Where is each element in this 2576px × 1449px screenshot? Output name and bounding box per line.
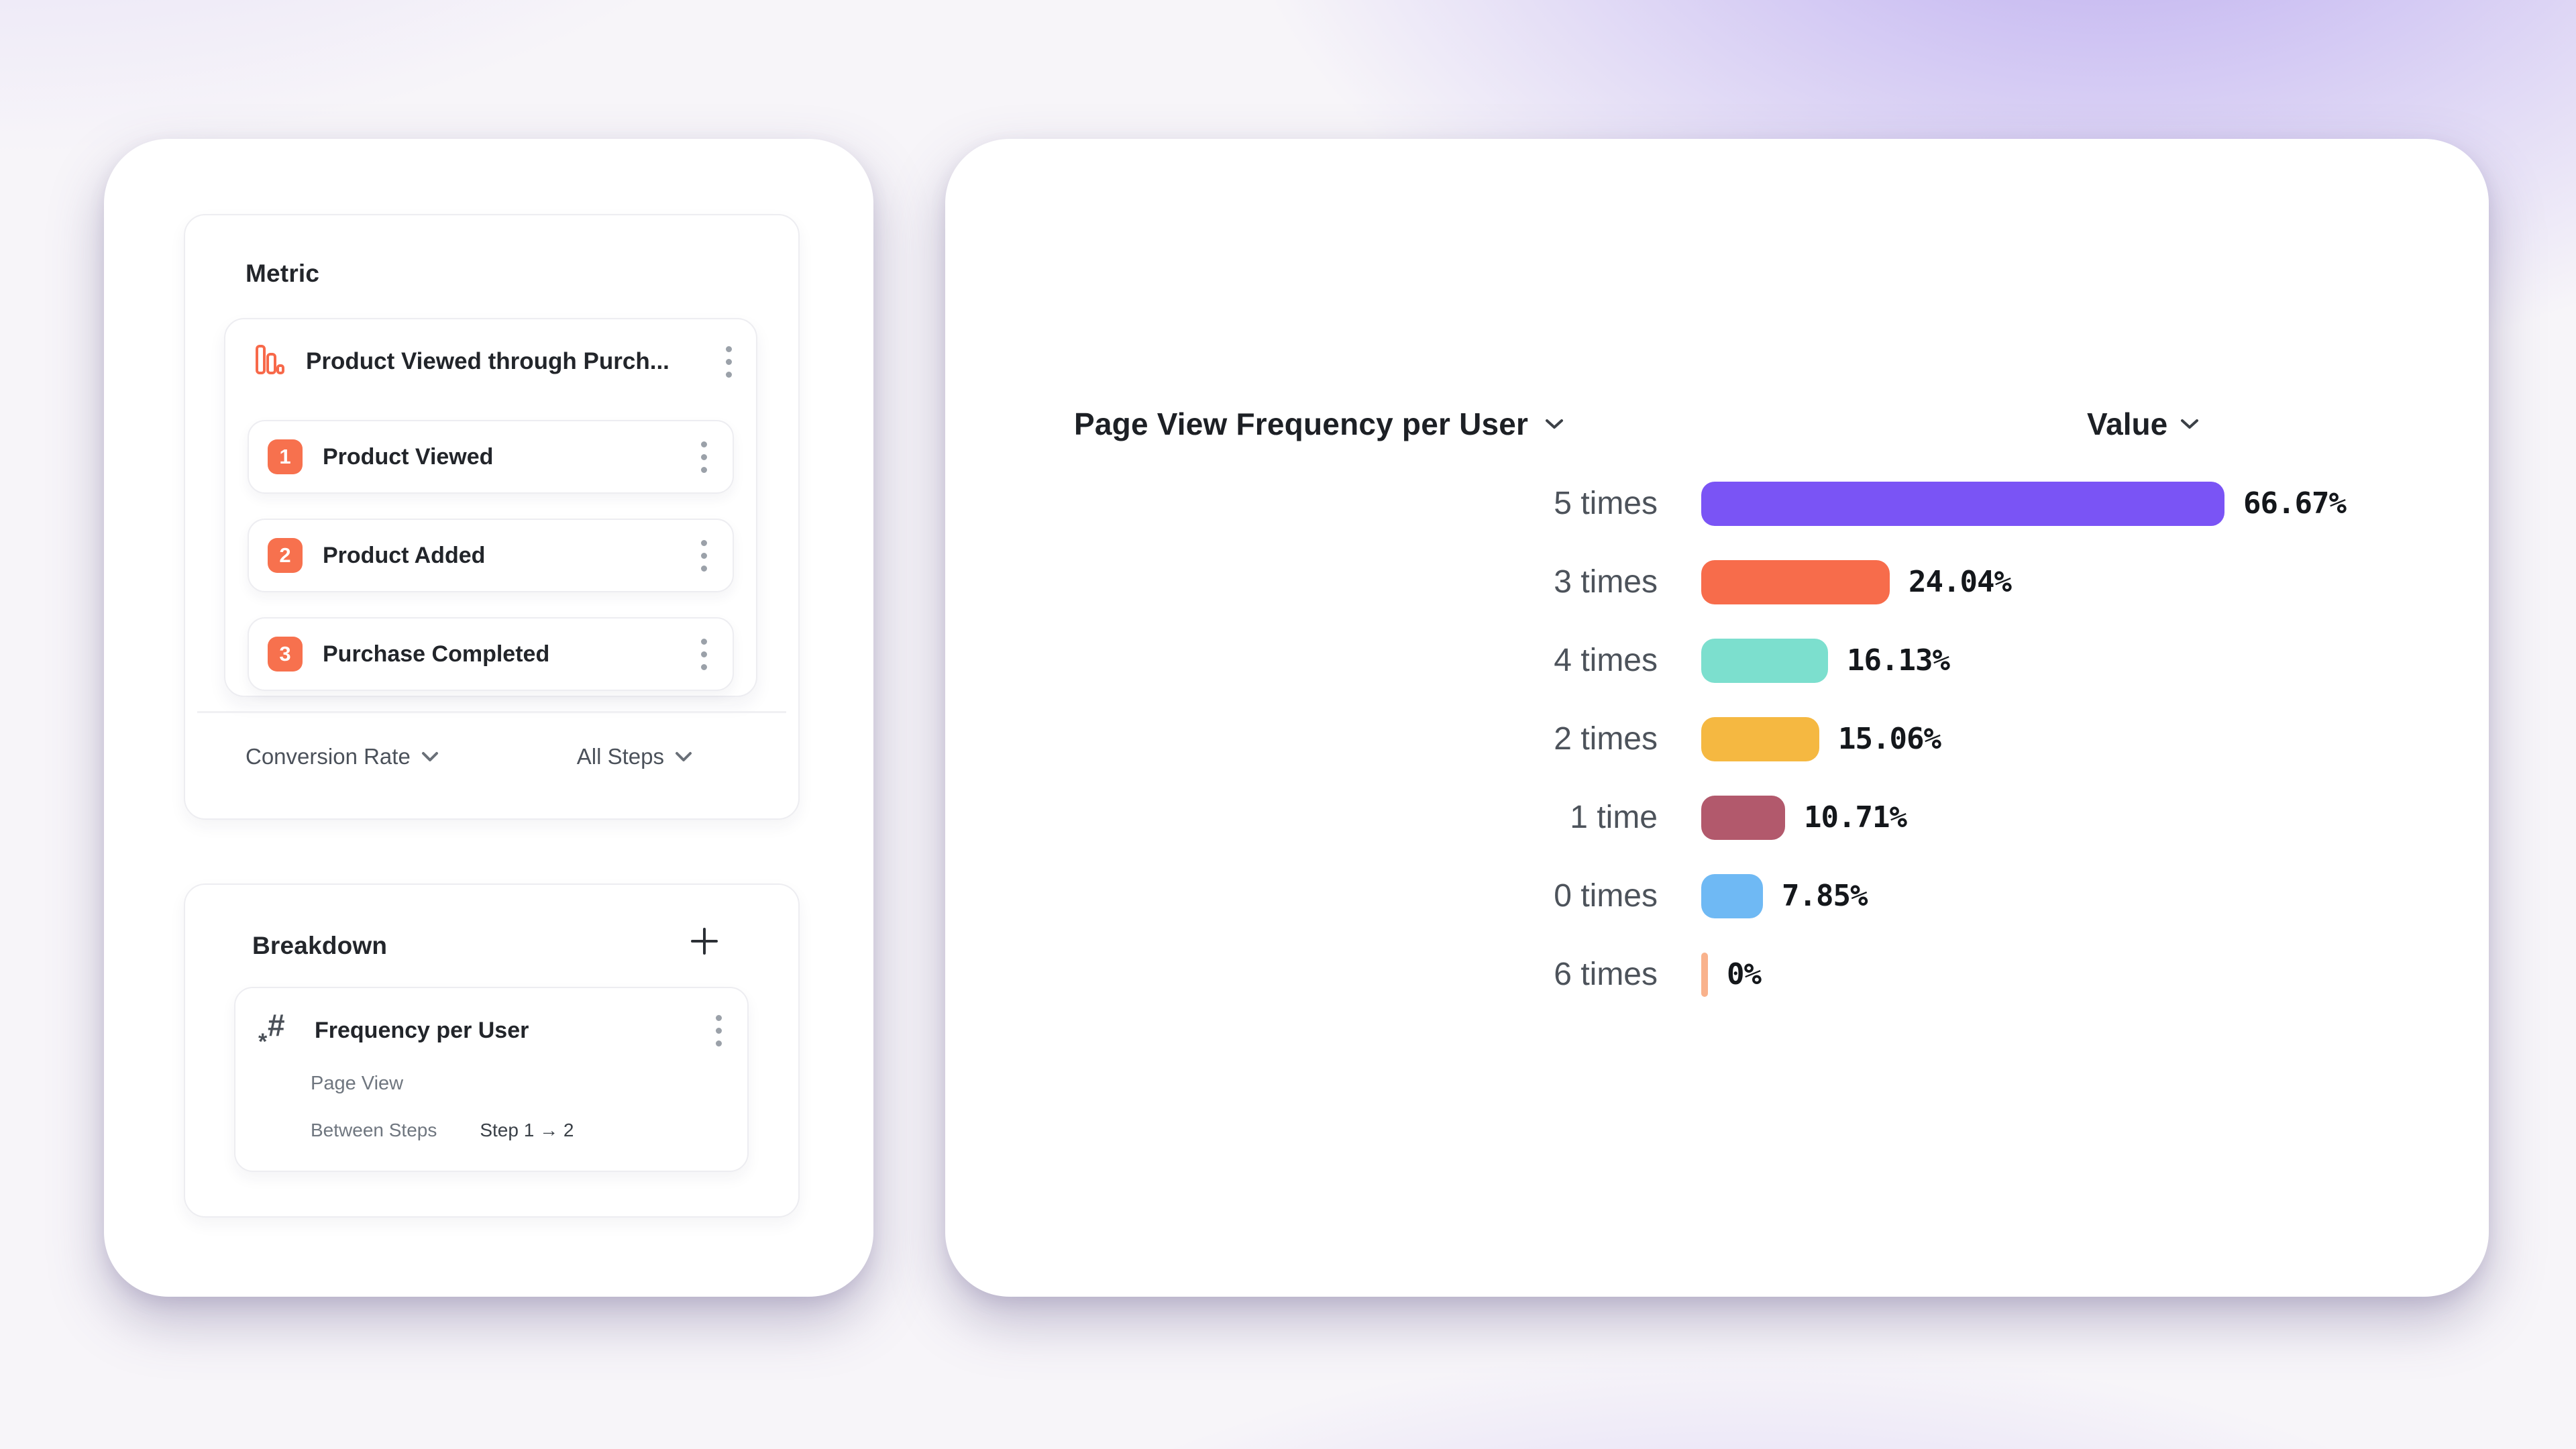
chart-bar-row: 2 times 15.06% (1027, 700, 2449, 778)
bar-value-label: 66.67% (2243, 486, 2347, 521)
bar-category-label: 4 times (1554, 643, 1658, 678)
chevron-down-icon (1546, 419, 1564, 429)
bar[interactable] (1701, 873, 1763, 918)
breakdown-card: Breakdown # * Frequency per User Page Vi… (184, 883, 800, 1218)
bar-value-label: 0% (1727, 957, 1762, 991)
breakdown-item[interactable]: # * Frequency per User Page View Between… (234, 987, 749, 1172)
bar[interactable] (1701, 638, 1828, 683)
add-breakdown-button[interactable] (683, 920, 726, 963)
query-builder-panel: Metric Product Viewed through Purch... 1 (104, 139, 873, 1297)
funnel-metric-header[interactable]: Product Viewed through Purch... (255, 338, 737, 385)
bar[interactable] (1701, 716, 1819, 761)
chart-bar-row: 1 time 10.71% (1027, 778, 2449, 857)
step-number-badge: 3 (268, 637, 303, 672)
step-number-badge: 1 (268, 439, 303, 474)
bar[interactable] (1701, 952, 1708, 997)
kebab-menu-icon[interactable] (696, 437, 712, 477)
divider (197, 711, 786, 713)
chart-bar-row: 6 times 0% (1027, 935, 2449, 1014)
funnel-metric-box[interactable]: Product Viewed through Purch... 1 Produc… (224, 318, 757, 697)
chart-rows: 5 times 66.67% 3 times 24.04% 4 times 16… (1027, 464, 2449, 1014)
breakdown-item-header: # * Frequency per User (258, 1008, 727, 1055)
bar-category-label: 3 times (1554, 564, 1658, 600)
breakdown-card-title: Breakdown (252, 932, 388, 959)
bar-category-label: 1 time (1570, 800, 1658, 835)
chart-bar-row: 5 times 66.67% (1027, 464, 2449, 543)
chart-bar-row: 4 times 16.13% (1027, 621, 2449, 700)
kebab-menu-icon[interactable] (696, 635, 712, 674)
bar[interactable] (1701, 559, 1890, 604)
bar-category-label: 6 times (1554, 957, 1658, 992)
bar-value-label: 15.06% (1838, 722, 1941, 756)
value-column-label: Value (2087, 407, 2168, 441)
funnel-step-row[interactable]: 1 Product Viewed (248, 420, 734, 494)
between-steps-label: Between Steps (311, 1120, 437, 1140)
bar-value-label: 16.13% (1847, 643, 1950, 678)
bar-category-label: 5 times (1554, 486, 1658, 521)
step-label: Product Added (323, 542, 486, 568)
value-column-dropdown[interactable]: Value (2087, 406, 2200, 442)
funnel-step-row[interactable]: 2 Product Added (248, 519, 734, 592)
breakdown-event-label: Page View (311, 1073, 404, 1094)
all-steps-dropdown[interactable]: All Steps (577, 744, 692, 769)
funnel-steps: 1 Product Viewed 2 Product Added 3 Purch… (248, 420, 734, 691)
chart-panel: Page View Frequency per User Value 5 tim… (945, 139, 2489, 1297)
bar-category-label: 2 times (1554, 721, 1658, 757)
conversion-rate-dropdown[interactable]: Conversion Rate (246, 744, 439, 769)
metric-footer: Conversion Rate All Steps (246, 741, 692, 773)
kebab-menu-icon[interactable] (696, 536, 712, 576)
chevron-down-icon (676, 752, 692, 761)
step-label: Purchase Completed (323, 641, 550, 667)
kebab-menu-icon[interactable] (710, 1011, 727, 1051)
breakdown-between-steps: Between Steps Step 1 → 2 (311, 1120, 574, 1141)
bar-value-label: 24.04% (1909, 565, 2012, 599)
bar-value-label: 10.71% (1804, 800, 1907, 835)
chart-title: Page View Frequency per User (1074, 407, 1529, 441)
chart-header: Page View Frequency per User Value (1074, 406, 2422, 450)
bar[interactable] (1701, 795, 1785, 840)
step-label: Product Viewed (323, 443, 494, 470)
all-steps-label: All Steps (576, 744, 664, 769)
breakdown-item-title: Frequency per User (315, 1017, 529, 1043)
bar-category-label: 0 times (1554, 878, 1658, 914)
bar-value-label: 7.85% (1782, 879, 1868, 913)
chart-bar-row: 0 times 7.85% (1027, 857, 2449, 935)
chevron-down-icon (2181, 419, 2199, 429)
step-range-value: Step 1 → 2 (480, 1120, 574, 1140)
hash-icon: # * (258, 1008, 285, 1055)
funnel-step-row[interactable]: 3 Purchase Completed (248, 617, 734, 691)
funnel-metric-title: Product Viewed through Purch... (306, 348, 669, 374)
step-number-badge: 2 (268, 538, 303, 573)
conversion-rate-label: Conversion Rate (246, 744, 411, 769)
chart-title-dropdown[interactable]: Page View Frequency per User (1074, 406, 1564, 442)
chevron-down-icon (421, 752, 438, 761)
kebab-menu-icon[interactable] (720, 342, 737, 382)
metric-card-title: Metric (246, 260, 320, 287)
bar-chart-icon (255, 344, 284, 380)
metric-card: Metric Product Viewed through Purch... 1 (184, 214, 800, 820)
chart-bar-row: 3 times 24.04% (1027, 543, 2449, 621)
plus-icon (691, 928, 718, 955)
bar[interactable] (1701, 481, 2224, 526)
